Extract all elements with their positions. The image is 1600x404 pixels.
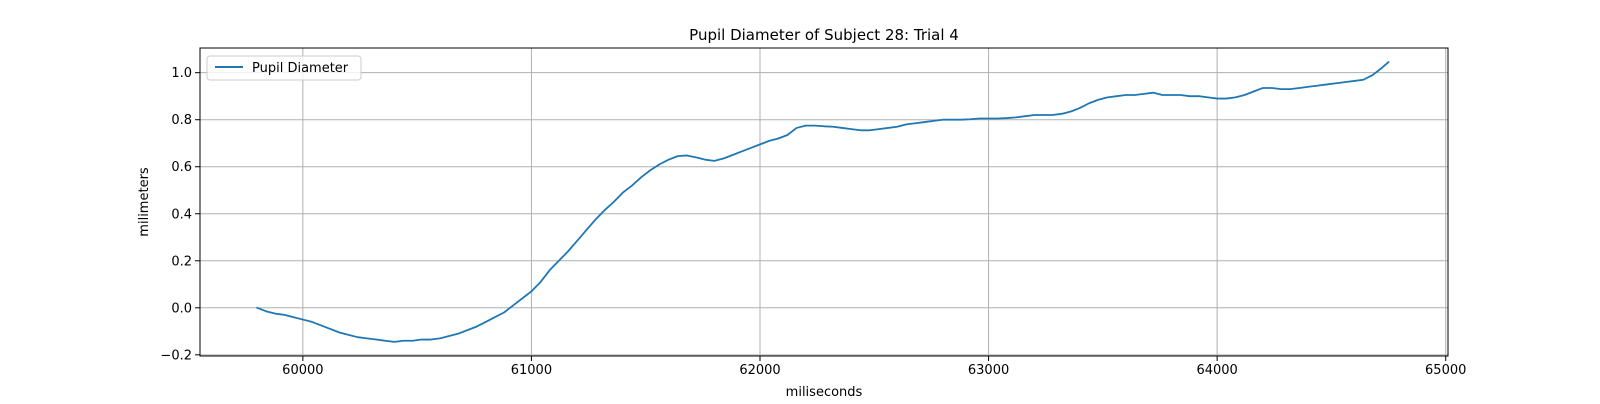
- y-tick-label: 1.0: [171, 66, 192, 81]
- y-tick-label: 0.2: [171, 254, 192, 269]
- x-tick-label: 64000: [1196, 363, 1237, 378]
- x-tick-label: 61000: [511, 363, 552, 378]
- y-tick-label: −0.2: [160, 348, 192, 363]
- x-tick-label: 62000: [739, 363, 780, 378]
- x-tick-label: 65000: [1425, 363, 1466, 378]
- grid: [200, 48, 1448, 356]
- series-line-pupil-diameter: [256, 61, 1390, 343]
- y-axis-label: milimeters: [137, 167, 152, 237]
- plot-frame: [199, 47, 1449, 357]
- series-group: [256, 61, 1390, 343]
- chart-title: Pupil Diameter of Subject 28: Trial 4: [689, 26, 959, 44]
- x-tick-label: 63000: [968, 363, 1009, 378]
- legend-box: [206, 55, 362, 81]
- y-tick-label: 0.6: [171, 160, 192, 175]
- y-tick-label: 0.8: [171, 113, 192, 128]
- y-tick-label: 0.4: [171, 207, 192, 222]
- y-tick-label: 0.0: [171, 301, 192, 316]
- legend-label: Pupil Diameter: [252, 61, 349, 76]
- x-axis-label: miliseconds: [786, 385, 863, 400]
- legend: Pupil Diameter: [206, 55, 362, 81]
- axis-ticks: 60000 61000 62000 63000 64000 65000 −0.2 0.0 0.2…: [160, 66, 1466, 378]
- x-tick-label: 60000: [282, 363, 323, 378]
